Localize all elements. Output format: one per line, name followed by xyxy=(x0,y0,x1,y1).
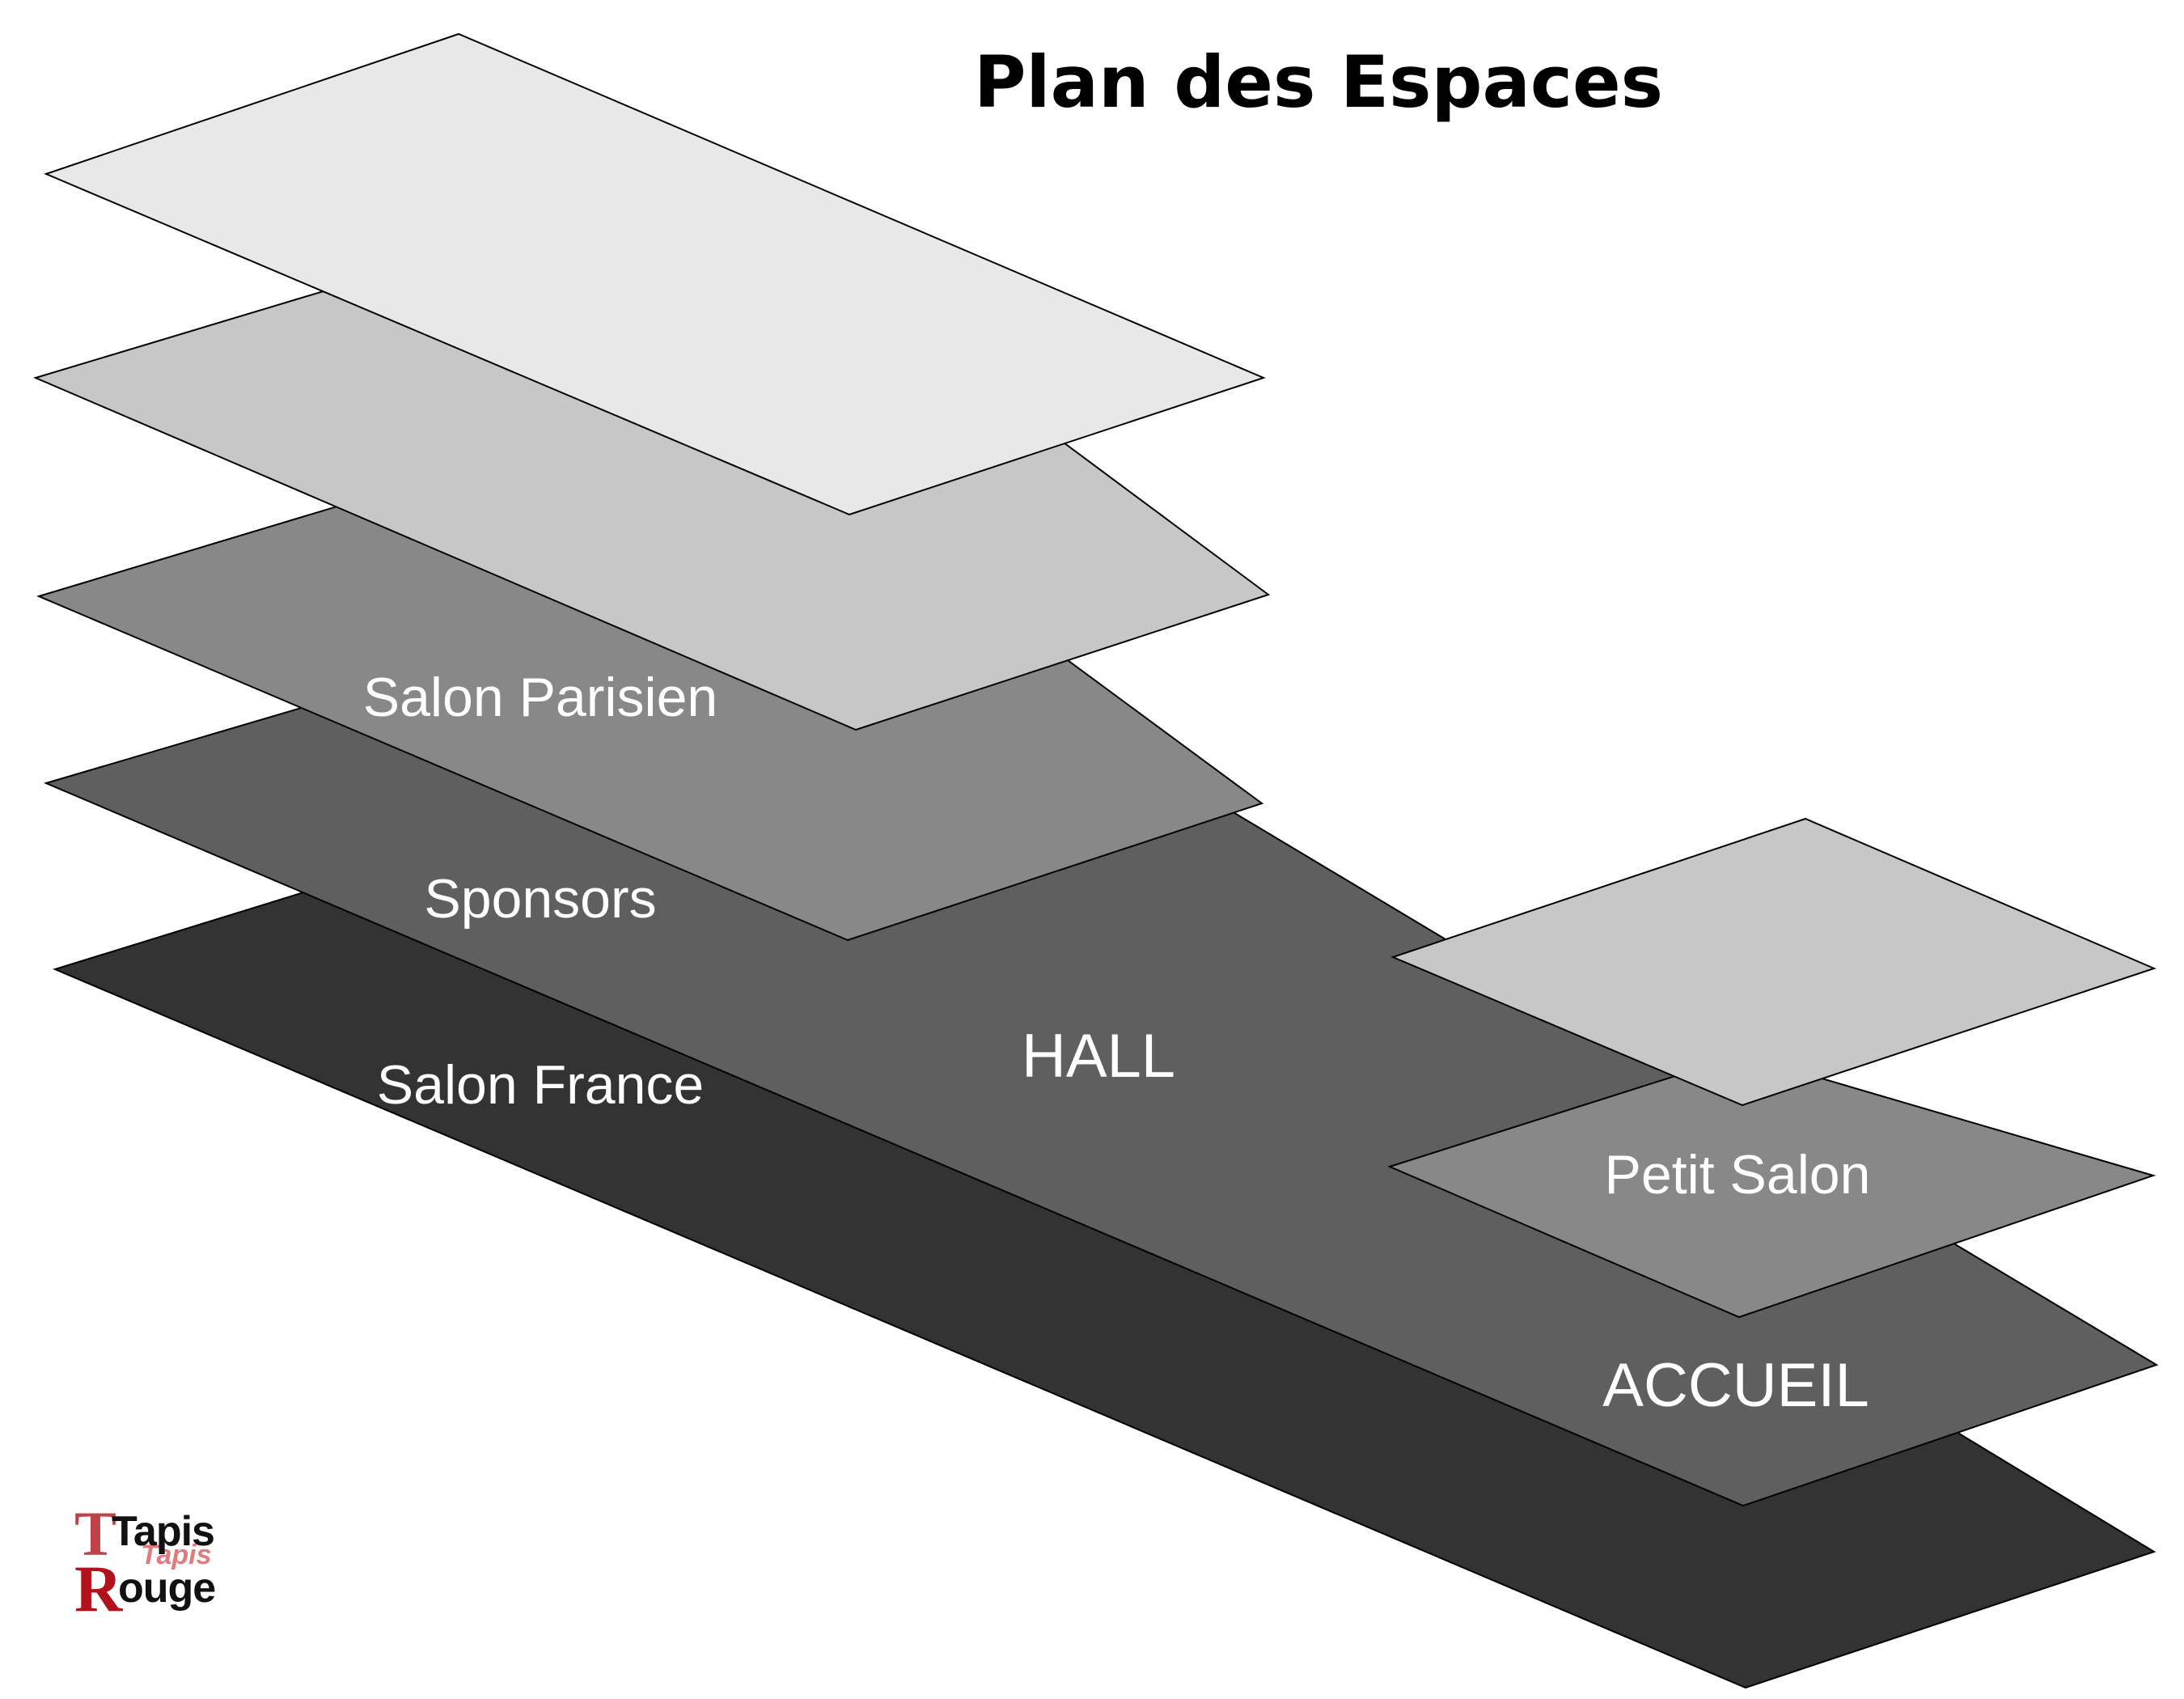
label-sponsors: Sponsors xyxy=(424,868,657,930)
logo-text-rouge: ouge xyxy=(118,1565,216,1612)
page-title: Plan des Espaces xyxy=(973,40,1664,124)
logo-echo-tapis: Tapis xyxy=(141,1540,212,1570)
logo-mark-t: T xyxy=(74,1498,117,1569)
label-salon-parisien: Salon Parisien xyxy=(362,667,718,728)
label-salon-france: Salon France xyxy=(376,1054,705,1116)
logo-mark-r: R xyxy=(74,1552,123,1625)
floor-petit-salon xyxy=(1387,1053,2156,1319)
floor-petit-top xyxy=(1390,817,2156,1107)
label-accueil: ACCUEIL xyxy=(1602,1351,1869,1420)
tapis-rouge-logo: T Tapis Tapis R ouge xyxy=(74,1501,244,1622)
label-hall: HALL xyxy=(1021,1022,1176,1091)
logo-text-tapis: Tapis xyxy=(112,1508,215,1555)
floor-top xyxy=(44,32,1266,516)
label-petit-salon: Petit Salon xyxy=(1604,1144,1871,1205)
